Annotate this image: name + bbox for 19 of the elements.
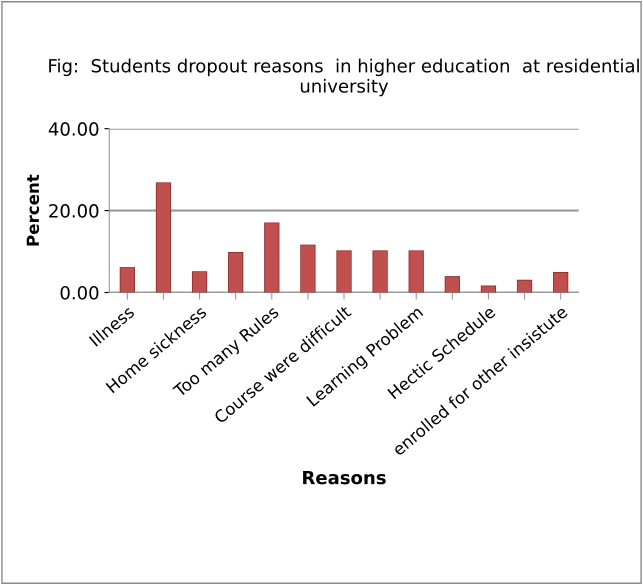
bar: [264, 222, 280, 292]
bar: [156, 182, 172, 292]
bar: [192, 271, 208, 292]
y-axis-title: Percent: [26, 174, 40, 246]
y-tick-label: 0.00: [60, 286, 98, 300]
bar: [444, 276, 460, 292]
bar: [372, 250, 388, 292]
bar: [120, 267, 136, 292]
chart-title: Fig: Students dropout reasons in higher education at residential university: [49, 58, 639, 96]
y-tick-label: 20.00: [49, 204, 98, 218]
bar: [516, 280, 532, 292]
bar: [336, 250, 352, 292]
y-tick-label: 40.00: [48, 122, 98, 136]
bar: [300, 244, 316, 292]
bar: [228, 252, 244, 292]
bar: [480, 286, 496, 292]
x-axis-title: Reasons: [303, 470, 386, 484]
bar: [553, 272, 568, 292]
bar: [408, 250, 424, 292]
